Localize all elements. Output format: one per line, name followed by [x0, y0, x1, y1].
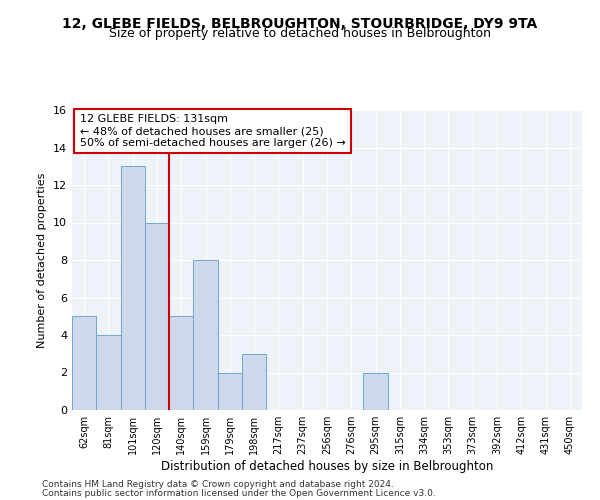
Bar	[169, 316, 193, 410]
Bar	[364, 372, 388, 410]
Y-axis label: Number of detached properties: Number of detached properties	[37, 172, 47, 348]
Text: Contains public sector information licensed under the Open Government Licence v3: Contains public sector information licen…	[42, 489, 436, 498]
Bar	[72, 316, 96, 410]
Bar	[121, 166, 145, 410]
Text: 12 GLEBE FIELDS: 131sqm
← 48% of detached houses are smaller (25)
50% of semi-de: 12 GLEBE FIELDS: 131sqm ← 48% of detache…	[80, 114, 346, 148]
X-axis label: Distribution of detached houses by size in Belbroughton: Distribution of detached houses by size …	[161, 460, 493, 473]
Bar	[96, 335, 121, 410]
Bar	[218, 372, 242, 410]
Text: Contains HM Land Registry data © Crown copyright and database right 2024.: Contains HM Land Registry data © Crown c…	[42, 480, 394, 489]
Bar	[193, 260, 218, 410]
Text: Size of property relative to detached houses in Belbroughton: Size of property relative to detached ho…	[109, 28, 491, 40]
Text: 12, GLEBE FIELDS, BELBROUGHTON, STOURBRIDGE, DY9 9TA: 12, GLEBE FIELDS, BELBROUGHTON, STOURBRI…	[62, 18, 538, 32]
Bar	[145, 222, 169, 410]
Bar	[242, 354, 266, 410]
